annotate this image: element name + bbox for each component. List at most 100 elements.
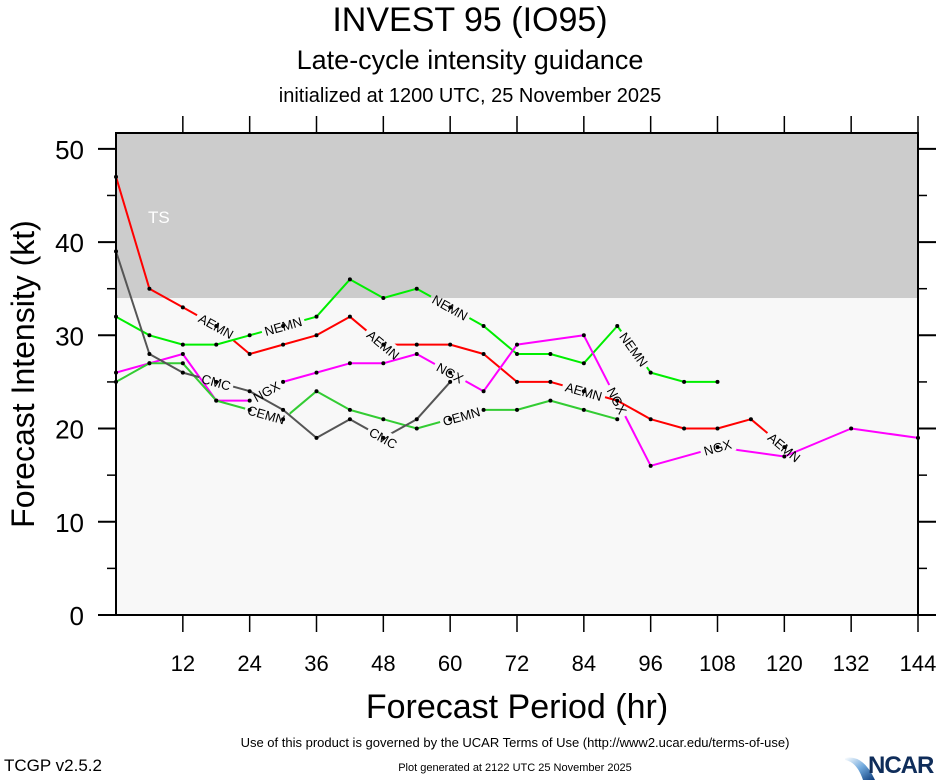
- data-point-cemn-54: [414, 426, 419, 431]
- x-tick-label: 132: [833, 651, 870, 676]
- data-point-nemn-90: [615, 323, 620, 328]
- data-point-cemn-66: [481, 407, 486, 412]
- data-point-aemn-102: [682, 426, 687, 431]
- data-point-cmc-60: [448, 379, 453, 384]
- ncar-logo-icon: [845, 757, 875, 780]
- data-point-cemn-18: [214, 398, 219, 403]
- series-line-cemn: [115, 362, 618, 430]
- data-point-nemn-78: [548, 351, 553, 356]
- data-point-aemn-78: [548, 379, 553, 384]
- x-tick-label: 36: [304, 651, 328, 676]
- data-point-aemn-72: [515, 379, 519, 384]
- data-point-cemn-24: [247, 407, 252, 412]
- data-point-aemn-54: [414, 342, 419, 347]
- y-tick-label: 10: [55, 508, 84, 538]
- data-point-cemn-6: [147, 361, 152, 366]
- data-point-ngx-48: [381, 361, 386, 366]
- data-point-cmc-18: [214, 379, 219, 384]
- data-point-nemn-72: [515, 351, 519, 356]
- data-point-aemn-18: [214, 323, 219, 328]
- data-point-cmc-24: [247, 389, 252, 394]
- data-point-ngx-12: [180, 351, 185, 356]
- data-point-ngx-72: [515, 342, 519, 347]
- data-point-nemn-60: [448, 305, 453, 310]
- data-point-nemn-12: [180, 342, 185, 347]
- data-point-cemn-48: [381, 417, 386, 422]
- data-point-cemn-78: [548, 398, 553, 403]
- x-tick-label: 84: [572, 651, 596, 676]
- data-point-nemn-96: [648, 370, 653, 375]
- data-point-nemn-102: [682, 379, 687, 384]
- data-point-nemn-6: [147, 333, 152, 338]
- data-point-aemn-48: [381, 342, 386, 347]
- data-point-aemn-96: [648, 417, 653, 422]
- series-label-ngx: NGX: [702, 437, 733, 459]
- band-label: TS: [148, 208, 170, 227]
- x-tick-label: 108: [699, 651, 736, 676]
- data-point-nemn-42: [347, 277, 352, 282]
- data-point-cemn-42: [347, 407, 352, 412]
- data-point-cemn-36: [314, 389, 319, 394]
- chart-title: INVEST 95 (IO95): [332, 1, 608, 39]
- series-cemn: [114, 361, 620, 431]
- data-point-aemn-84: [581, 389, 586, 394]
- data-point-cmc-42: [347, 417, 352, 422]
- init-time: initialized at 1200 UTC, 25 November 202…: [278, 85, 662, 107]
- y-axis-label: Forecast Intensity (kt): [5, 220, 41, 528]
- data-point-nemn-66: [481, 323, 486, 328]
- data-point-ngx-84: [581, 333, 586, 338]
- data-point-cemn-60: [448, 417, 453, 422]
- ncar-logo-text: NCAR: [868, 752, 934, 779]
- data-point-aemn-42: [347, 314, 352, 319]
- data-point-nemn-54: [414, 286, 419, 291]
- data-point-cemn-72: [515, 407, 519, 412]
- data-point-nemn-36: [314, 314, 319, 319]
- y-tick-label: 40: [55, 228, 84, 258]
- data-point-ngx-60: [448, 370, 453, 375]
- y-tick-label: 0: [70, 601, 84, 631]
- y-tick-label: 30: [55, 321, 84, 351]
- chart-subtitle: Late-cycle intensity guidance: [296, 45, 644, 75]
- data-point-aemn-60: [448, 342, 453, 347]
- data-point-cemn-90: [615, 417, 620, 422]
- data-point-ngx-36: [314, 370, 319, 375]
- y-tick-label: 50: [55, 135, 84, 165]
- data-point-aemn-12: [180, 305, 185, 310]
- x-tick-label: 96: [638, 651, 662, 676]
- data-point-ngx-66: [481, 389, 486, 394]
- data-point-ngx-132: [849, 426, 854, 431]
- data-point-aemn-36: [314, 333, 319, 338]
- data-point-nemn-18: [214, 342, 219, 347]
- intensity-band-ts: [116, 133, 918, 299]
- data-point-ngx-96: [648, 463, 653, 468]
- data-point-cemn-12: [180, 361, 185, 366]
- data-point-aemn-114: [748, 417, 753, 422]
- data-point-nemn-84: [581, 361, 586, 366]
- x-tick-label: 144: [900, 651, 937, 676]
- data-point-ngx-24: [247, 398, 252, 403]
- series-nemn: [114, 277, 720, 384]
- data-point-cmc-54: [414, 417, 419, 422]
- x-axis-label: Forecast Period (hr): [366, 688, 668, 726]
- data-point-ngx-30: [281, 379, 286, 384]
- data-point-ngx-54: [414, 351, 419, 356]
- data-point-ngx-120: [782, 454, 787, 459]
- data-point-ngx-42: [347, 361, 352, 366]
- y-tick-label: 20: [55, 415, 84, 445]
- x-tick-label: 120: [766, 651, 803, 676]
- version-label: TCGP v2.5.2: [4, 756, 102, 775]
- x-tick-label: 72: [505, 651, 529, 676]
- data-point-aemn-24: [247, 351, 252, 356]
- data-point-aemn-120: [782, 445, 787, 450]
- data-point-ngx-108: [715, 445, 720, 450]
- data-point-aemn-108: [715, 426, 720, 431]
- data-point-aemn-66: [481, 351, 486, 356]
- data-point-aemn-30: [281, 342, 286, 347]
- data-point-aemn-6: [147, 286, 152, 291]
- data-point-cmc-30: [281, 407, 286, 412]
- data-point-cmc-6: [147, 351, 152, 356]
- x-tick-label: 24: [237, 651, 261, 676]
- data-point-nemn-24: [247, 333, 252, 338]
- x-tick-label: 12: [171, 651, 195, 676]
